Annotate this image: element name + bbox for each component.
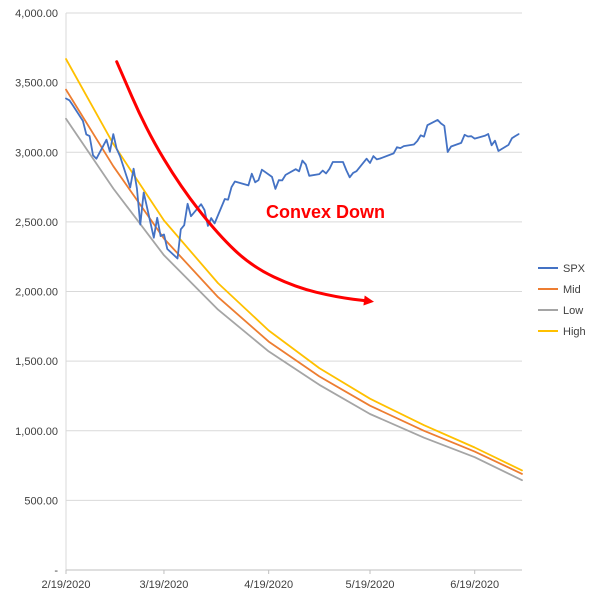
annotation-arrowhead: [363, 295, 374, 306]
gridlines: [66, 12, 522, 501]
series-line-mid: [65, 88, 523, 475]
y-tick-label: 3,500.00: [15, 78, 58, 90]
series-line-low: [65, 117, 523, 482]
x-tick-label: 5/19/2020: [346, 579, 395, 591]
x-tick-label: 6/19/2020: [450, 579, 499, 591]
y-tick-label: 2,500.00: [15, 217, 58, 229]
axes: - 500.00 1,000.00 1,500.00 2,000.00 2,500.00 3…: [15, 8, 522, 591]
legend-label-low: Low: [563, 305, 583, 317]
annotation-arrow-line: [115, 60, 372, 303]
y-tick-label: 1,500.00: [15, 356, 58, 368]
annotation-label: Convex Down: [266, 202, 385, 222]
y-tick-label: 4,000.00: [15, 8, 58, 20]
y-tick-label: -: [54, 565, 58, 577]
x-tick-label: 2/19/2020: [42, 579, 91, 591]
x-tick-label: 4/19/2020: [244, 579, 293, 591]
legend-label-mid: Mid: [563, 284, 581, 296]
y-tick-label: 2,000.00: [15, 287, 58, 299]
legend-label-high: High: [563, 326, 586, 338]
series-lines: [65, 58, 523, 482]
y-tick-label: 3,000.00: [15, 147, 58, 159]
legend: SPX Mid Low High: [538, 263, 586, 338]
x-tick-label: 3/19/2020: [139, 579, 188, 591]
y-tick-label: 500.00: [24, 495, 58, 507]
legend-label-spx: SPX: [563, 263, 586, 275]
annotation-arrow: [115, 60, 374, 306]
series-line-spx: [65, 97, 520, 260]
y-tick-label: 1,000.00: [15, 426, 58, 438]
series-line-high: [65, 58, 523, 472]
